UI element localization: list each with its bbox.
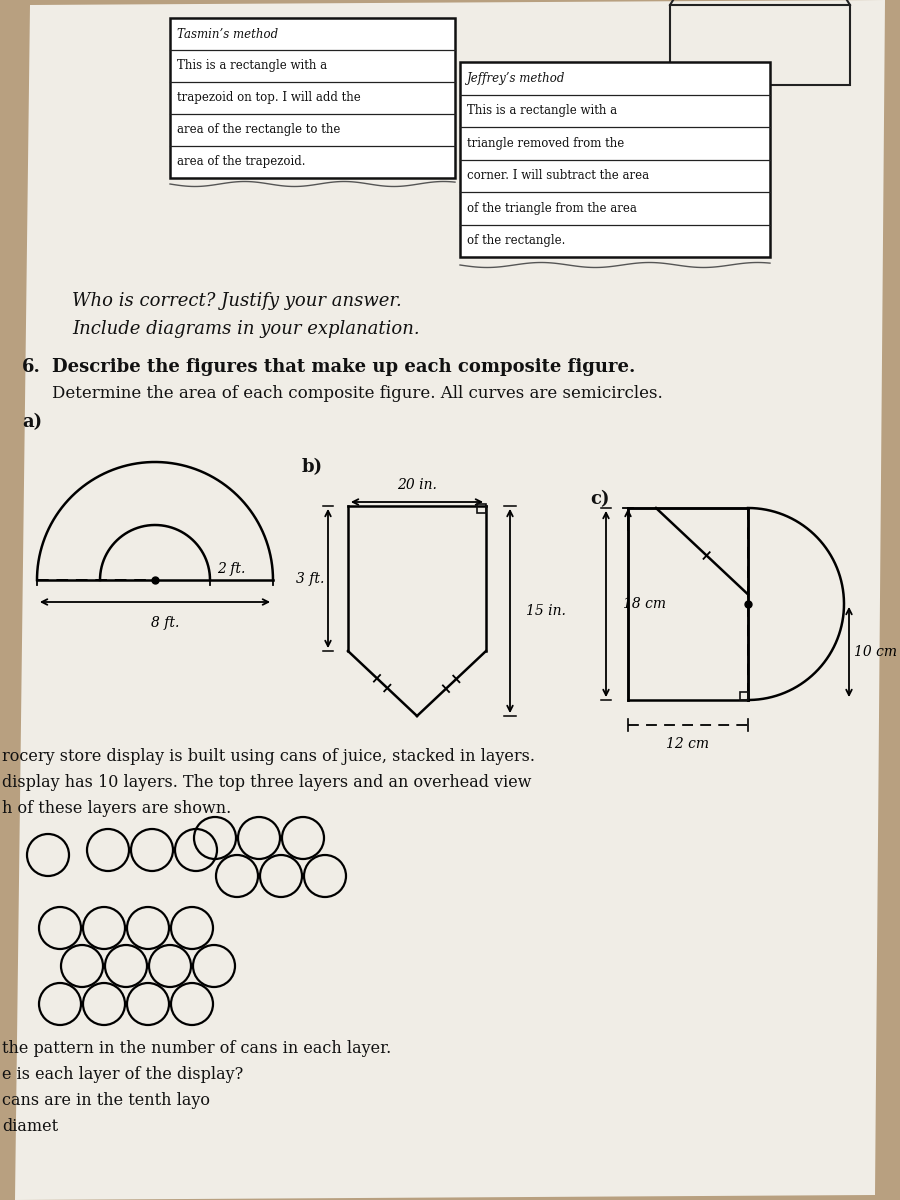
Text: of the triangle from the area: of the triangle from the area <box>467 202 637 215</box>
Text: 8 ft.: 8 ft. <box>151 616 179 630</box>
Text: cans are in the tenth layo: cans are in the tenth layo <box>2 1092 210 1109</box>
Polygon shape <box>15 0 885 1200</box>
Text: h of these layers are shown.: h of these layers are shown. <box>2 800 231 817</box>
Text: Jeffrey’s method: Jeffrey’s method <box>467 72 565 85</box>
Text: Who is correct? Justify your answer.: Who is correct? Justify your answer. <box>72 292 401 310</box>
Text: Determine the area of each composite figure. All curves are semicircles.: Determine the area of each composite fig… <box>52 385 662 402</box>
Text: diamet: diamet <box>2 1118 58 1135</box>
Text: Describe the figures that make up each composite figure.: Describe the figures that make up each c… <box>52 358 635 376</box>
Bar <box>740 692 748 700</box>
Bar <box>477 504 486 514</box>
Text: area of the trapezoid.: area of the trapezoid. <box>177 156 305 168</box>
Text: This is a rectangle with a: This is a rectangle with a <box>467 104 617 118</box>
Text: c): c) <box>590 490 609 508</box>
Text: Tasmin’s method: Tasmin’s method <box>177 28 278 41</box>
Text: 3 ft.: 3 ft. <box>296 571 324 586</box>
Text: e is each layer of the display?: e is each layer of the display? <box>2 1066 243 1082</box>
Text: This is a rectangle with a: This is a rectangle with a <box>177 60 327 72</box>
Text: area of the rectangle to the: area of the rectangle to the <box>177 124 340 137</box>
Text: corner. I will subtract the area: corner. I will subtract the area <box>467 169 649 182</box>
Text: of the rectangle.: of the rectangle. <box>467 234 565 247</box>
Text: a): a) <box>22 413 42 431</box>
Text: trapezoid on top. I will add the: trapezoid on top. I will add the <box>177 91 361 104</box>
Text: 6.: 6. <box>22 358 40 376</box>
Bar <box>170 18 455 178</box>
Text: rocery store display is built using cans of juice, stacked in layers.: rocery store display is built using cans… <box>2 748 535 766</box>
Text: 12 cm: 12 cm <box>667 737 709 751</box>
Text: b): b) <box>302 458 323 476</box>
Text: 2 ft.: 2 ft. <box>217 562 246 576</box>
Bar <box>460 62 770 257</box>
Text: display has 10 layers. The top three layers and an overhead view: display has 10 layers. The top three lay… <box>2 774 532 791</box>
Bar <box>670 5 850 85</box>
Text: 10 cm: 10 cm <box>854 646 897 659</box>
Text: the pattern in the number of cans in each layer.: the pattern in the number of cans in eac… <box>2 1040 392 1057</box>
Text: Include diagrams in your explanation.: Include diagrams in your explanation. <box>72 320 419 338</box>
Text: triangle removed from the: triangle removed from the <box>467 137 625 150</box>
Text: 15 in.: 15 in. <box>526 604 566 618</box>
Text: 20 in.: 20 in. <box>397 478 436 492</box>
Text: 18 cm: 18 cm <box>623 596 666 611</box>
